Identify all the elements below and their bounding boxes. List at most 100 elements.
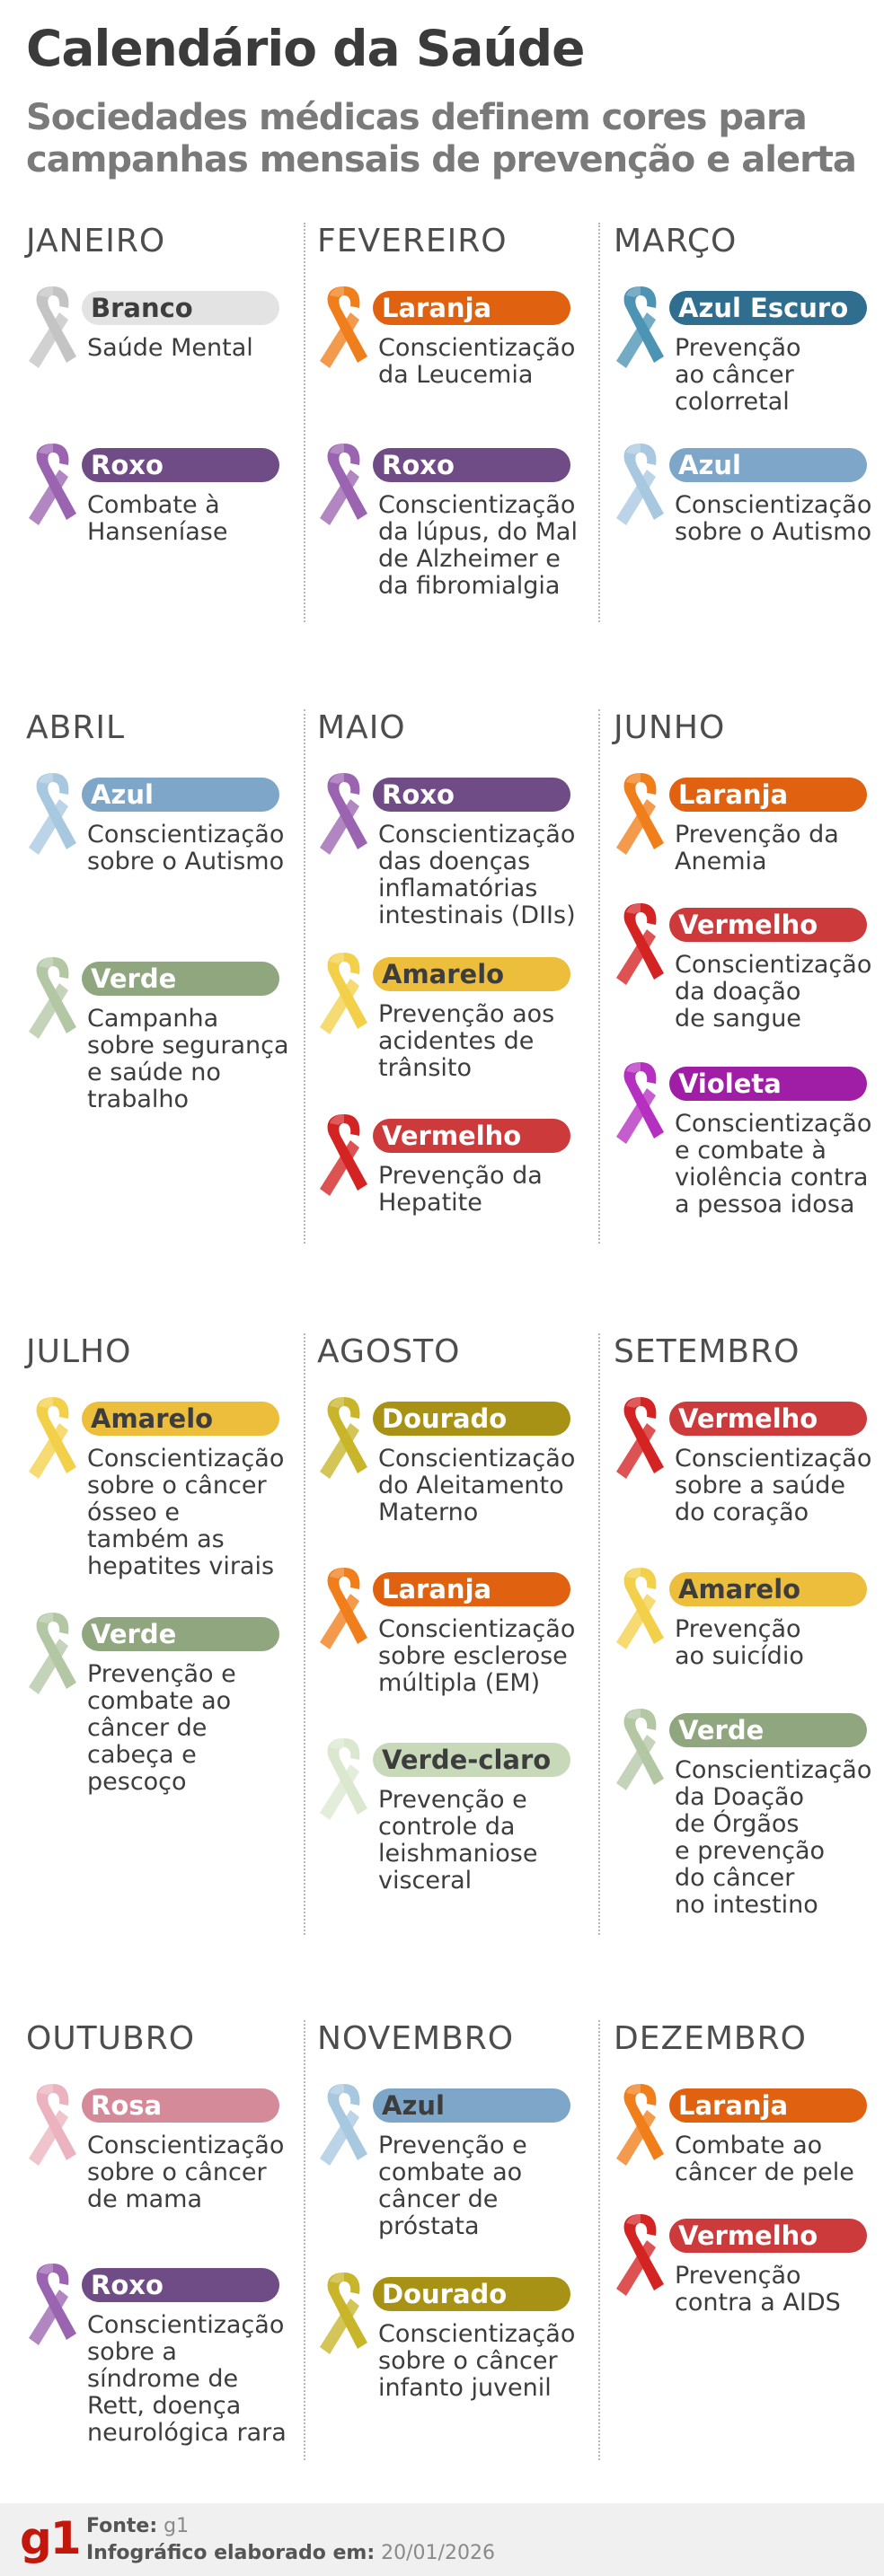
- campaign-description: Prevenção da Anemia: [675, 821, 839, 875]
- month-name: ABRIL: [26, 709, 126, 746]
- page-subtitle: Sociedades médicas definem cores para ca…: [26, 97, 857, 180]
- source-label: Fonte:: [86, 2515, 158, 2537]
- awareness-ribbon-icon: [29, 2084, 76, 2166]
- color-pill: Vermelho: [669, 908, 867, 942]
- campaign-description: Conscientização sobre o Autismo: [87, 821, 285, 875]
- column-divider: [598, 1333, 600, 1935]
- month-outubro: OUTUBRO Rosa Conscientização sobre o cânce…: [26, 2020, 287, 2447]
- month-name: JUNHO: [614, 709, 726, 746]
- color-pill: Laranja: [373, 291, 570, 325]
- awareness-ribbon-icon: [29, 1397, 76, 1479]
- campaign-description: Conscientização da Doação de Órgãos e pr…: [675, 1756, 872, 1919]
- color-pill: Verde: [82, 1617, 279, 1651]
- date-label: Infográfico elaborado em:: [86, 2542, 376, 2564]
- month-julho: JULHO Amarelo Conscientização sobre o cânc…: [26, 1333, 284, 1796]
- awareness-ribbon-icon: [29, 957, 76, 1039]
- campaign-description: Conscientização das doenças inflamatória…: [378, 821, 576, 929]
- campaign-description: Conscientização sobre o câncer infanto j…: [378, 2320, 576, 2402]
- color-pill: Laranja: [669, 2088, 867, 2123]
- column-divider: [304, 2020, 305, 2460]
- awareness-ribbon-icon: [29, 2264, 76, 2345]
- footer: g1 Fonte: g1 Infográfico elaborado em: 2…: [0, 2503, 884, 2576]
- campaign-description: Combate à Hanseníase: [87, 491, 228, 546]
- color-pill: Roxo: [373, 778, 570, 812]
- month-abril: ABRIL Azul Conscientização sobre o Autismo…: [26, 709, 289, 1113]
- campaign-description: Prevenção aos acidentes de trânsito: [378, 1000, 555, 1082]
- month-março: MARÇO Azul Escuro Prevenção ao câncer colo…: [614, 223, 871, 546]
- campaign-description: Conscientização sobre a síndrome de Rett…: [87, 2311, 287, 2447]
- color-pill: Azul: [82, 778, 279, 812]
- awareness-ribbon-icon: [29, 444, 76, 525]
- color-pill: Rosa: [82, 2088, 279, 2123]
- color-pill: Roxo: [82, 448, 279, 482]
- color-pill: Amarelo: [82, 1402, 279, 1436]
- awareness-ribbon-icon: [320, 1738, 367, 1820]
- column-divider: [598, 223, 600, 622]
- source-line: Fonte: g1: [86, 2515, 189, 2537]
- awareness-ribbon-icon: [320, 2084, 367, 2166]
- campaign-description: Campanha sobre segurança e saúde no trab…: [87, 1005, 289, 1113]
- month-name: NOVEMBRO: [317, 2020, 515, 2057]
- month-setembro: SETEMBRO Vermelho Conscientização sobre a …: [614, 1333, 871, 1919]
- campaign-description: Conscientização sobre esclerose múltipla…: [378, 1615, 576, 1697]
- campaign-description: Conscientização e combate à violência co…: [675, 1110, 872, 1218]
- awareness-ribbon-icon: [616, 2084, 664, 2166]
- awareness-ribbon-icon: [616, 1709, 664, 1790]
- awareness-ribbon-icon: [29, 1613, 76, 1694]
- awareness-ribbon-icon: [320, 1114, 367, 1196]
- awareness-ribbon-icon: [320, 444, 367, 525]
- color-pill: Laranja: [669, 778, 867, 812]
- month-name: MAIO: [317, 709, 406, 746]
- awareness-ribbon-icon: [29, 773, 76, 855]
- month-fevereiro: FEVEREIRO Laranja Conscientização da Leuce…: [317, 223, 578, 600]
- campaign-description: Conscientização da lúpus, do Mal de Alzh…: [378, 491, 578, 600]
- page-title: Calendário da Saúde: [26, 20, 585, 77]
- color-pill: Azul: [669, 448, 867, 482]
- campaign-description: Conscientização sobre a saúde do coração: [675, 1445, 872, 1526]
- awareness-ribbon-icon: [320, 773, 367, 855]
- month-novembro: NOVEMBRO Azul Prevenção e combate ao cânce…: [317, 2020, 575, 2402]
- column-divider: [598, 709, 600, 1244]
- campaign-description: Conscientização do Aleitamento Materno: [378, 1445, 576, 1526]
- campaign-description: Combate ao câncer de pele: [675, 2132, 854, 2186]
- color-pill: Verde: [669, 1713, 867, 1747]
- month-agosto: AGOSTO Dourado Conscientização do Aleitame…: [317, 1333, 575, 1895]
- month-janeiro: JANEIRO Branco Saúde Mental Roxo Combate à H…: [26, 223, 279, 546]
- color-pill: Verde: [82, 962, 279, 996]
- campaign-description: Saúde Mental: [87, 334, 253, 362]
- awareness-ribbon-icon: [320, 2273, 367, 2354]
- campaign-description: Conscientização da doação de sangue: [675, 951, 872, 1033]
- column-divider: [304, 223, 305, 622]
- month-name: AGOSTO: [317, 1333, 461, 1370]
- g1-logo: g1: [20, 2512, 82, 2564]
- campaign-description: Conscientização sobre o câncer ósseo e t…: [87, 1445, 285, 1580]
- color-pill: Roxo: [373, 448, 570, 482]
- campaign-description: Prevenção ao câncer colorretal: [675, 334, 801, 416]
- campaign-description: Prevenção ao suicídio: [675, 1615, 804, 1670]
- color-pill: Violeta: [669, 1067, 867, 1101]
- month-name: JANEIRO: [26, 223, 166, 259]
- awareness-ribbon-icon: [616, 903, 664, 985]
- color-pill: Azul Escuro: [669, 291, 867, 325]
- campaign-description: Prevenção contra a AIDS: [675, 2262, 841, 2317]
- month-maio: MAIO Roxo Conscientização das doenças infl…: [317, 709, 576, 1217]
- month-name: MARÇO: [614, 223, 738, 259]
- color-pill: Vermelho: [373, 1119, 570, 1153]
- color-pill: Vermelho: [669, 2219, 867, 2253]
- awareness-ribbon-icon: [320, 953, 367, 1034]
- campaign-description: Conscientização da Leucemia: [378, 334, 576, 389]
- campaign-description: Prevenção e combate ao câncer de próstat…: [378, 2132, 527, 2240]
- month-name: DEZEMBRO: [614, 2020, 807, 2057]
- color-pill: Laranja: [373, 1572, 570, 1606]
- column-divider: [304, 1333, 305, 1935]
- awareness-ribbon-icon: [616, 444, 664, 525]
- month-name: FEVEREIRO: [317, 223, 508, 259]
- awareness-ribbon-icon: [616, 1062, 664, 1144]
- color-pill: Amarelo: [373, 957, 570, 991]
- month-junho: JUNHO Laranja Prevenção da Anemia Vermelho C…: [614, 709, 871, 1218]
- awareness-ribbon-icon: [320, 1397, 367, 1479]
- awareness-ribbon-icon: [616, 1397, 664, 1479]
- source-value: g1: [164, 2515, 190, 2537]
- column-divider: [598, 2020, 600, 2460]
